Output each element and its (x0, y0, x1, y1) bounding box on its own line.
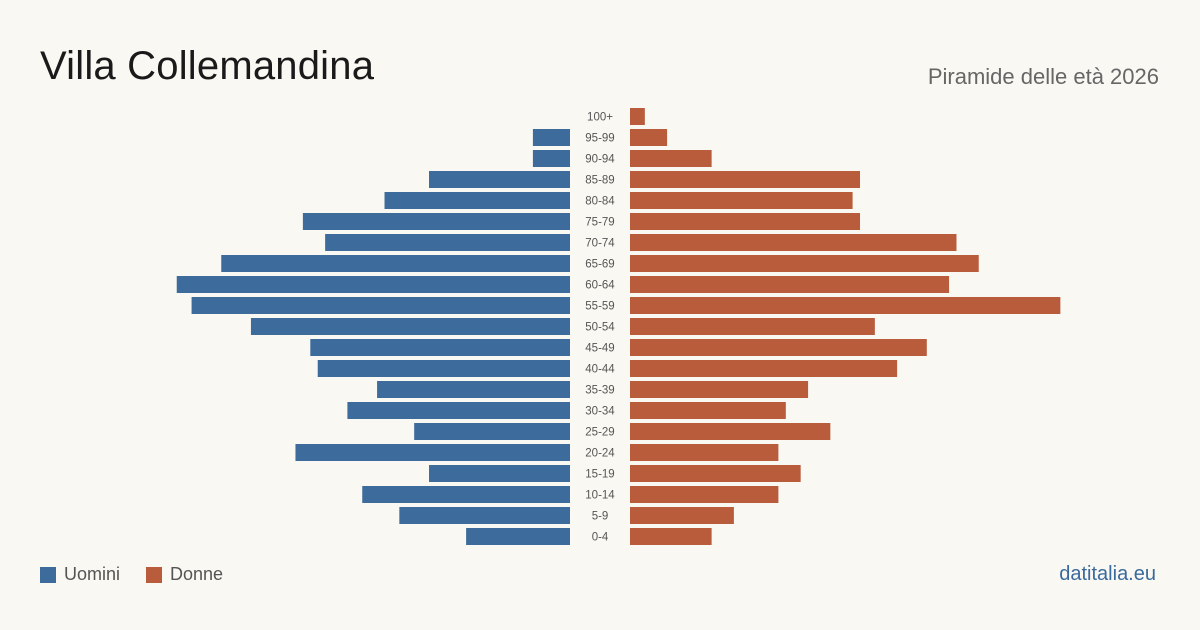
bar-men-5-9 (399, 507, 570, 524)
bar-men-95-99 (532, 129, 570, 146)
age-label-85-89: 85-89 (585, 175, 614, 187)
age-label-20-24: 20-24 (585, 448, 615, 460)
bar-women-100plus (630, 108, 645, 125)
bar-women-40-44 (630, 360, 898, 377)
bar-women-50-54 (630, 318, 875, 335)
age-label-35-39: 35-39 (585, 385, 614, 397)
legend-swatch-men (40, 566, 56, 583)
age-label-45-49: 45-49 (585, 343, 614, 355)
age-label-70-74: 70-74 (585, 238, 615, 250)
age-label-90-94: 90-94 (585, 154, 615, 166)
bar-women-65-69 (630, 255, 979, 272)
bar-men-30-34 (347, 402, 570, 419)
bar-women-10-14 (630, 486, 779, 503)
legend-item-women: Donne (146, 564, 223, 585)
legend-label-men: Uomini (64, 564, 121, 584)
bar-men-85-89 (429, 171, 570, 188)
women-bars-group (630, 108, 1061, 545)
brand-link[interactable]: datitalia.eu (1059, 563, 1156, 585)
age-label-30-34: 30-34 (585, 406, 615, 418)
bar-men-70-74 (325, 234, 570, 251)
bar-women-35-39 (630, 381, 809, 398)
bar-women-25-29 (630, 423, 831, 440)
bar-women-5-9 (630, 507, 734, 524)
age-label-40-44: 40-44 (585, 364, 615, 376)
bar-women-30-34 (630, 402, 786, 419)
bar-men-60-64 (176, 276, 571, 293)
age-label-10-14: 10-14 (585, 490, 615, 502)
men-bars-group (176, 129, 571, 545)
legend-label-women: Donne (170, 564, 224, 584)
age-label-25-29: 25-29 (585, 427, 614, 439)
age-label-80-84: 80-84 (585, 196, 615, 208)
bar-women-95-99 (630, 129, 668, 146)
bar-men-45-49 (310, 339, 570, 356)
bar-men-50-54 (250, 318, 570, 335)
bar-women-15-19 (630, 465, 801, 482)
chart-subtitle: Piramide delle età 2026 (927, 64, 1159, 89)
bar-men-80-84 (384, 192, 570, 209)
bar-men-15-19 (429, 465, 570, 482)
age-label-95-99: 95-99 (585, 133, 614, 145)
bar-women-90-94 (630, 150, 712, 167)
legend-item-men: Uomini (40, 564, 120, 585)
bar-women-20-24 (630, 444, 779, 461)
age-label-15-19: 15-19 (585, 469, 614, 481)
bar-men-75-79 (302, 213, 570, 230)
age-labels-group: 100+ 95-99 90-94 85-89 80-84 75-79 70-74 65-69 6… (585, 112, 615, 544)
legend-swatch-women (146, 566, 163, 583)
bar-men-90-94 (532, 150, 570, 167)
age-label-60-64: 60-64 (585, 280, 615, 292)
bar-men-55-59 (191, 297, 570, 314)
age-label-50-54: 50-54 (585, 322, 615, 334)
bar-women-75-79 (630, 213, 861, 230)
bar-men-25-29 (414, 423, 570, 440)
age-label-100plus: 100+ (587, 112, 613, 124)
bar-men-35-39 (377, 381, 570, 398)
bar-men-65-69 (221, 255, 570, 272)
chart-title: Villa Collemandina (40, 44, 375, 88)
bar-women-80-84 (630, 192, 853, 209)
age-label-75-79: 75-79 (585, 217, 614, 229)
age-label-5-9: 5-9 (592, 511, 609, 523)
bar-men-40-44 (317, 360, 570, 377)
bar-women-60-64 (630, 276, 950, 293)
bar-women-55-59 (630, 297, 1061, 314)
bar-women-0-4 (630, 528, 712, 545)
bar-men-0-4 (466, 528, 570, 545)
bar-women-70-74 (630, 234, 957, 251)
bar-women-85-89 (630, 171, 861, 188)
age-label-0-4: 0-4 (592, 532, 609, 544)
age-label-55-59: 55-59 (585, 301, 614, 313)
bar-men-20-24 (295, 444, 570, 461)
bar-men-10-14 (362, 486, 570, 503)
legend: Uomini Donne (40, 564, 249, 585)
age-label-65-69: 65-69 (585, 259, 614, 271)
bar-women-45-49 (630, 339, 927, 356)
